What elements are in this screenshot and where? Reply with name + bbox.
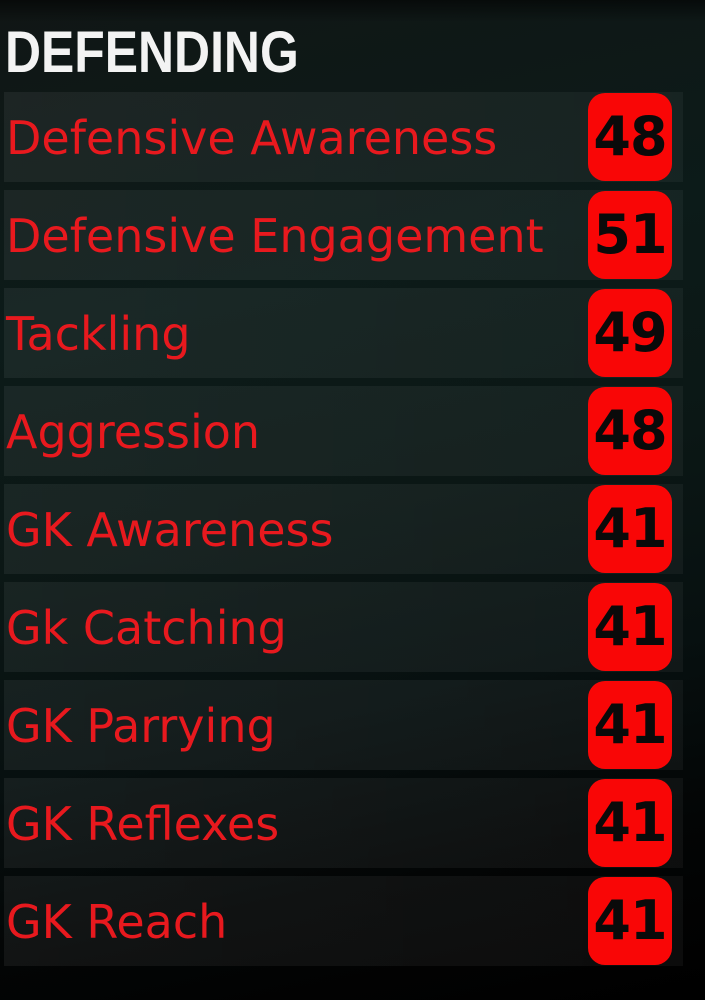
stat-value: 41 xyxy=(593,889,667,952)
stat-value-badge: 41 xyxy=(588,681,672,769)
stat-label: Defensive Awareness xyxy=(6,111,498,165)
stat-value-badge: 41 xyxy=(588,583,672,671)
stat-value: 41 xyxy=(593,595,667,658)
stat-value-badge: 41 xyxy=(588,877,672,965)
stat-label: GK Awareness xyxy=(6,503,334,557)
stat-label: Aggression xyxy=(6,405,261,459)
stat-value-badge: 49 xyxy=(588,289,672,377)
stat-value: 51 xyxy=(593,203,667,266)
stat-row: GK Parrying 41 xyxy=(4,680,683,770)
stat-row: Defensive Awareness 48 xyxy=(4,92,683,182)
stat-row: Gk Catching 41 xyxy=(4,582,683,672)
stat-row: GK Reflexes 41 xyxy=(4,778,683,868)
stat-value: 48 xyxy=(593,105,667,168)
stat-row: Defensive Engagement 51 xyxy=(4,190,683,280)
stat-value-badge: 41 xyxy=(588,779,672,867)
stat-label: Tackling xyxy=(6,307,191,361)
stat-value: 49 xyxy=(593,301,667,364)
stat-label: GK Parrying xyxy=(6,699,276,753)
stat-row: GK Awareness 41 xyxy=(4,484,683,574)
stat-value: 41 xyxy=(593,693,667,756)
stat-value-badge: 48 xyxy=(588,387,672,475)
stat-label: Gk Catching xyxy=(6,601,287,655)
stat-row: GK Reach 41 xyxy=(4,876,683,966)
stat-value: 41 xyxy=(593,497,667,560)
stat-value: 41 xyxy=(593,791,667,854)
stat-value: 48 xyxy=(593,399,667,462)
stat-value-badge: 51 xyxy=(588,191,672,279)
stat-value-badge: 41 xyxy=(588,485,672,573)
stat-label: Defensive Engagement xyxy=(6,209,544,263)
stat-value-badge: 48 xyxy=(588,93,672,181)
section-title: DEFENDING xyxy=(5,20,299,85)
stat-label: GK Reach xyxy=(6,895,228,949)
stat-row: Tackling 49 xyxy=(4,288,683,378)
stats-list: Defensive Awareness 48 Defensive Engagem… xyxy=(0,92,705,966)
stat-row: Aggression 48 xyxy=(4,386,683,476)
stat-label: GK Reflexes xyxy=(6,797,280,851)
